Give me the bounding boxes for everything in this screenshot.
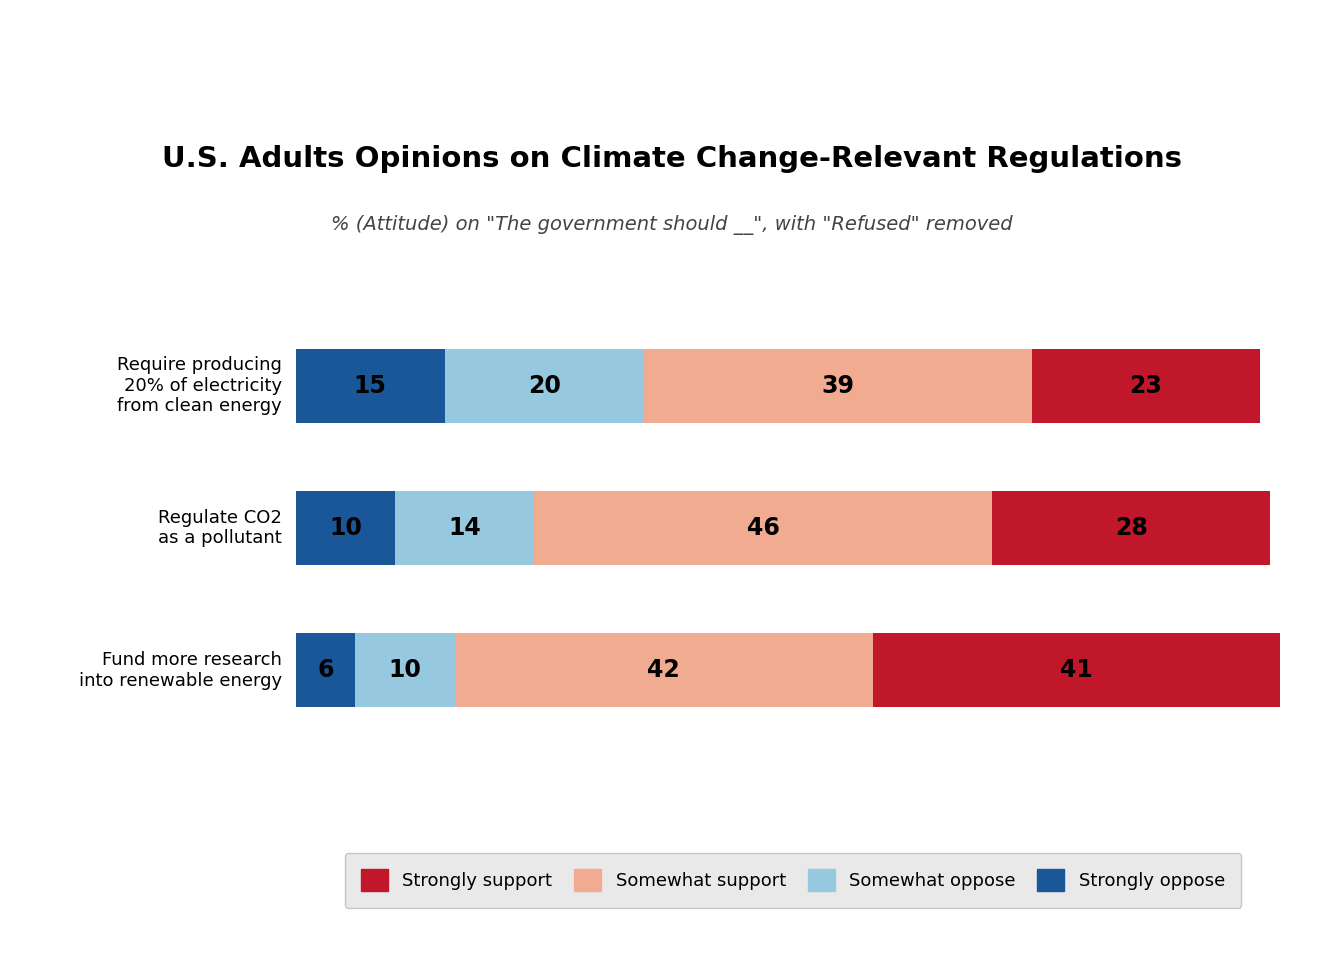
Text: U.S. Adults Opinions on Climate Change-Relevant Regulations: U.S. Adults Opinions on Climate Change-R… [163, 145, 1181, 173]
Text: 23: 23 [1129, 373, 1163, 397]
Bar [454, 634, 872, 708]
Bar [1032, 348, 1261, 422]
Bar [445, 348, 644, 422]
Text: 15: 15 [353, 373, 387, 397]
Bar [296, 491, 395, 565]
Bar [535, 491, 992, 565]
Text: 41: 41 [1060, 659, 1093, 683]
Bar [992, 491, 1270, 565]
Text: 46: 46 [747, 516, 780, 540]
Bar [296, 348, 445, 422]
Bar [296, 634, 355, 708]
Text: 20: 20 [528, 373, 560, 397]
Text: 10: 10 [329, 516, 362, 540]
Text: 42: 42 [648, 659, 680, 683]
Legend: Strongly support, Somewhat support, Somewhat oppose, Strongly oppose: Strongly support, Somewhat support, Some… [344, 853, 1242, 907]
Text: % (Attitude) on "The government should __", with "Refused" removed: % (Attitude) on "The government should _… [331, 215, 1013, 235]
Bar [872, 634, 1281, 708]
Bar [644, 348, 1032, 422]
Bar [395, 491, 535, 565]
Text: 28: 28 [1114, 516, 1148, 540]
Bar [355, 634, 454, 708]
Text: 14: 14 [449, 516, 481, 540]
Text: 6: 6 [317, 659, 333, 683]
Text: 10: 10 [388, 659, 422, 683]
Text: 39: 39 [821, 373, 855, 397]
